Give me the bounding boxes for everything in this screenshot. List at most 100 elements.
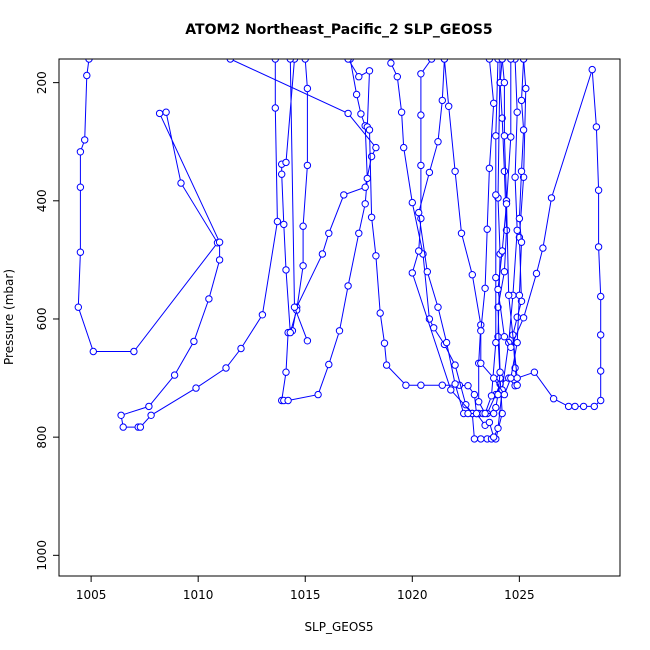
data-point bbox=[271, 104, 279, 112]
data-point bbox=[145, 402, 153, 411]
data-point bbox=[400, 143, 408, 152]
data-point bbox=[417, 111, 425, 119]
data-point bbox=[487, 392, 496, 400]
y-tick-label: 800 bbox=[35, 426, 49, 449]
data-point bbox=[472, 409, 481, 418]
data-point bbox=[513, 338, 521, 347]
series-11 bbox=[494, 59, 605, 411]
data-point bbox=[530, 368, 539, 376]
data-point bbox=[170, 371, 179, 379]
data-point bbox=[485, 59, 494, 63]
x-tick-label: 1010 bbox=[183, 588, 214, 602]
data-point bbox=[74, 303, 83, 311]
data-point bbox=[500, 390, 509, 399]
data-point bbox=[532, 269, 541, 278]
data-point bbox=[299, 222, 307, 230]
data-point bbox=[519, 59, 528, 63]
y-tick-label: 400 bbox=[35, 189, 49, 212]
data-point bbox=[344, 282, 352, 290]
data-point bbox=[81, 136, 89, 144]
data-point bbox=[363, 174, 371, 183]
data-point bbox=[382, 361, 391, 369]
data-point bbox=[507, 59, 515, 63]
x-tick-label: 1005 bbox=[76, 588, 107, 602]
series-5 bbox=[344, 59, 530, 418]
data-point bbox=[513, 374, 521, 382]
data-point bbox=[402, 381, 410, 389]
data-point bbox=[477, 435, 485, 443]
data-point bbox=[314, 390, 322, 399]
x-tick-label: 1025 bbox=[504, 588, 535, 602]
data-point bbox=[477, 327, 485, 335]
data-point bbox=[365, 126, 374, 134]
data-point bbox=[162, 108, 170, 116]
data-point bbox=[417, 70, 425, 78]
data-point bbox=[352, 90, 361, 99]
data-point bbox=[500, 268, 509, 276]
data-point bbox=[222, 364, 230, 372]
data-point bbox=[494, 303, 502, 311]
data-point bbox=[215, 238, 224, 246]
data-point bbox=[496, 368, 504, 376]
data-point bbox=[344, 59, 352, 63]
data-point bbox=[303, 161, 312, 170]
data-point bbox=[423, 268, 431, 276]
data-point bbox=[500, 167, 509, 176]
series-1 bbox=[74, 59, 282, 431]
data-point bbox=[490, 433, 498, 441]
data-point bbox=[280, 220, 288, 229]
data-point bbox=[393, 73, 401, 81]
series-9 bbox=[440, 59, 502, 418]
data-point bbox=[271, 59, 279, 63]
data-point bbox=[361, 200, 369, 208]
series-line bbox=[480, 59, 525, 396]
data-point bbox=[539, 244, 547, 252]
data-point bbox=[464, 382, 472, 390]
series-4 bbox=[286, 59, 312, 345]
y-tick-label: 600 bbox=[35, 308, 49, 331]
data-point bbox=[85, 59, 93, 63]
data-point bbox=[547, 194, 556, 202]
data-point bbox=[500, 78, 509, 87]
data-point bbox=[434, 138, 442, 146]
data-point bbox=[515, 291, 524, 299]
data-point bbox=[117, 411, 125, 419]
data-point bbox=[355, 229, 363, 238]
x-axis-label: SLP_GEOS5 bbox=[304, 620, 373, 634]
data-point bbox=[438, 96, 446, 105]
data-point bbox=[492, 132, 500, 140]
data-point bbox=[415, 247, 423, 255]
data-point bbox=[355, 73, 363, 81]
data-point bbox=[500, 333, 509, 341]
data-point bbox=[282, 266, 290, 274]
data-point bbox=[442, 338, 451, 347]
data-point bbox=[408, 198, 416, 207]
data-point bbox=[462, 401, 470, 409]
data-point bbox=[451, 167, 459, 176]
data-point bbox=[588, 65, 596, 74]
data-point bbox=[147, 411, 155, 419]
data-point bbox=[258, 311, 267, 319]
data-point bbox=[284, 396, 292, 405]
data-point bbox=[237, 344, 245, 353]
y-axis: 200 400 600 800 1000 bbox=[35, 71, 60, 571]
data-point bbox=[397, 108, 406, 116]
data-point bbox=[477, 359, 485, 367]
data-point bbox=[464, 409, 472, 418]
y-axis-label: Pressure (mbar) bbox=[2, 269, 16, 365]
data-point bbox=[303, 337, 312, 345]
data-point bbox=[136, 423, 145, 431]
data-point bbox=[190, 337, 198, 346]
data-point bbox=[490, 374, 498, 382]
data-point bbox=[119, 423, 127, 431]
data-point bbox=[511, 173, 519, 181]
chart-title: ATOM2 Northeast_Pacific_2 SLP_GEOS5 bbox=[185, 22, 492, 38]
data-point bbox=[340, 191, 348, 199]
data-point bbox=[318, 250, 327, 258]
data-point bbox=[273, 217, 282, 226]
data-point bbox=[507, 133, 515, 141]
data-point bbox=[290, 303, 299, 311]
data-point bbox=[502, 226, 511, 235]
data-point bbox=[513, 381, 521, 389]
data-point bbox=[475, 398, 483, 406]
